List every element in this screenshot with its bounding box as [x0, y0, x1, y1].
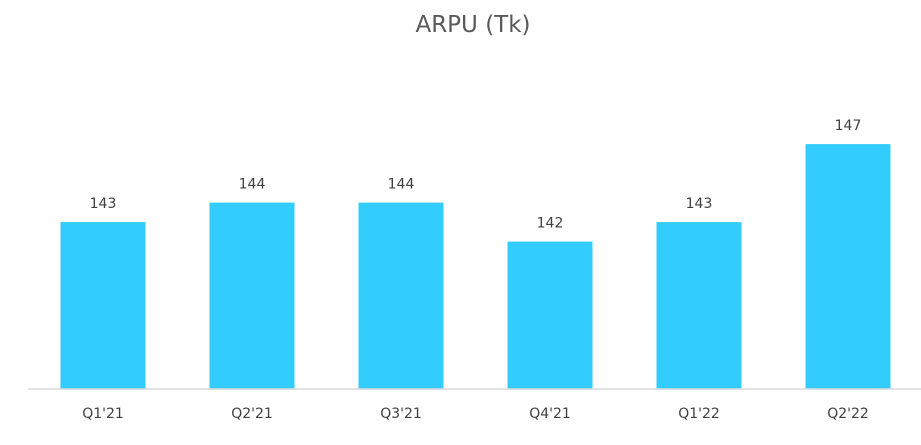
- bar-4: [656, 222, 742, 389]
- x-tick-label-5: Q2'22: [827, 406, 869, 422]
- data-label-2: 144: [388, 177, 415, 193]
- data-label-4: 143: [686, 196, 713, 212]
- bar-3: [507, 241, 593, 389]
- data-label-0: 143: [90, 196, 117, 212]
- bar-5: [805, 144, 891, 389]
- x-tick-label-3: Q4'21: [529, 406, 571, 422]
- x-tick-label-4: Q1'22: [678, 406, 720, 422]
- data-label-3: 142: [537, 216, 564, 232]
- bar-0: [60, 222, 146, 389]
- data-label-5: 147: [835, 118, 862, 134]
- bar-2: [358, 202, 444, 389]
- x-tick-label-1: Q2'21: [231, 406, 273, 422]
- chart-title: ARPU (Tk): [415, 12, 530, 38]
- data-labels-layer: 143 144 144 142 143 147: [90, 118, 862, 232]
- data-label-1: 144: [239, 177, 266, 193]
- bars-layer: [60, 144, 891, 389]
- x-tick-label-0: Q1'21: [82, 406, 124, 422]
- bar-1: [209, 202, 295, 389]
- x-tick-label-2: Q3'21: [380, 406, 422, 422]
- x-tick-labels-layer: Q1'21 Q2'21 Q3'21 Q4'21 Q1'22 Q2'22: [82, 406, 869, 422]
